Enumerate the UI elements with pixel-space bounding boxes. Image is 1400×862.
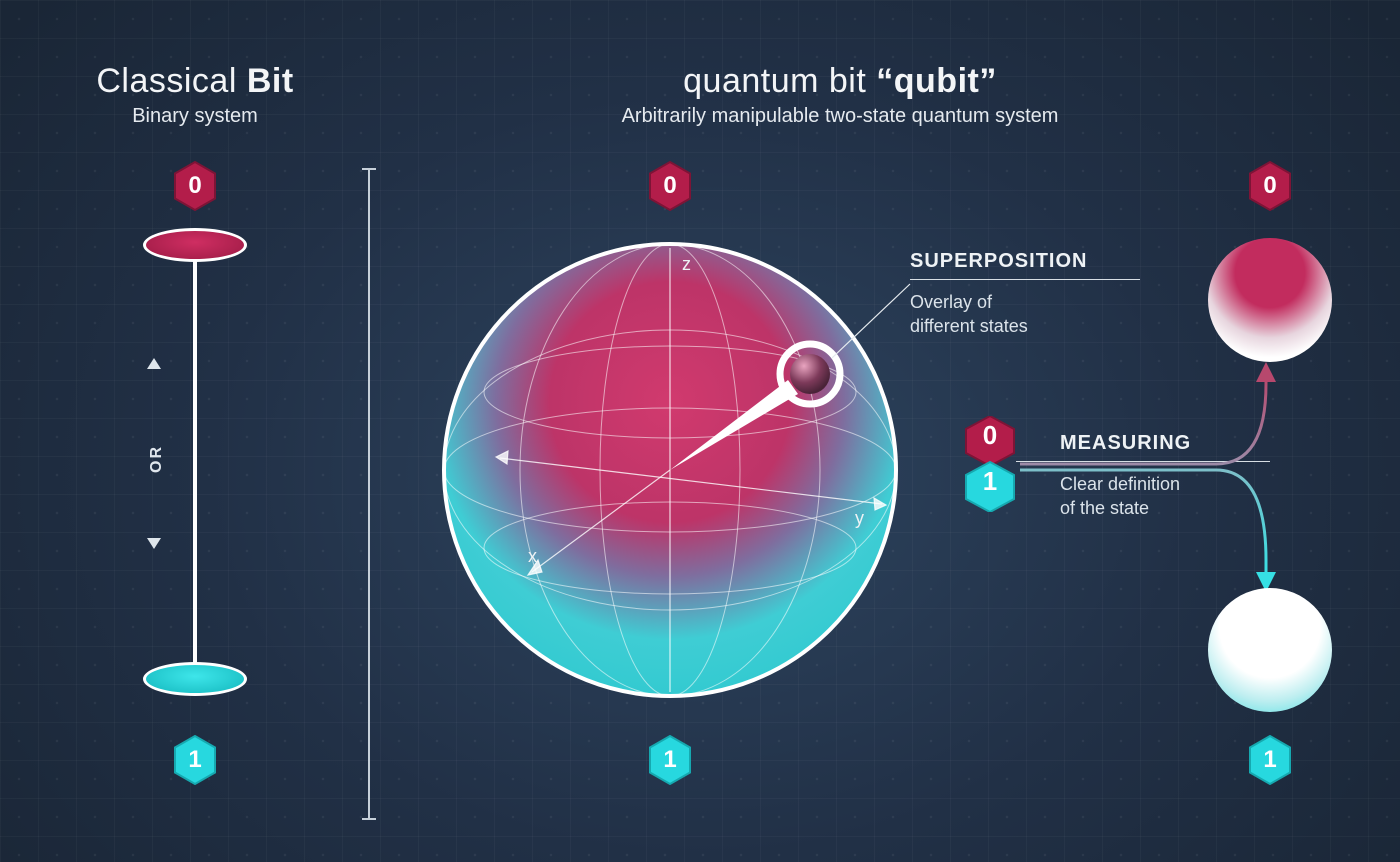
or-label: OR [148, 445, 166, 473]
hex-label: 1 [1263, 746, 1276, 774]
measuring-badge-one: 1 [964, 466, 1016, 497]
hex-label: 0 [188, 172, 201, 200]
axis-y-label: y [855, 508, 864, 529]
classical-subtitle: Binary system [75, 105, 315, 128]
bloch-sphere [442, 242, 898, 698]
arrow-down-icon [147, 538, 161, 549]
result-sphere-zero [1208, 238, 1332, 362]
hex-classical-zero: 0 [173, 161, 217, 211]
classical-top-disc [143, 228, 247, 262]
hex-quantum-one: 1 [648, 735, 692, 785]
superposition-heading: SUPERPOSITION [910, 250, 1140, 273]
hex-result-zero: 0 [1248, 161, 1292, 211]
hex-label: 1 [663, 746, 676, 774]
quantum-title-block: quantum bit “qubit” Arbitrarily manipula… [540, 62, 1140, 128]
hex-label: 0 [1263, 172, 1276, 200]
classical-title-prefix: Classical [96, 62, 246, 100]
measuring-badge-zero: 0 [964, 420, 1016, 451]
axis-x-label: x [528, 546, 537, 567]
classical-title: Classical Bit [75, 62, 315, 101]
superposition-line1: Overlay of [910, 292, 992, 312]
axis-z-label: z [682, 254, 691, 275]
hex-label: 1 [188, 746, 201, 774]
superposition-underline [910, 279, 1140, 280]
hex-label: 0 [663, 172, 676, 200]
hex-result-one: 1 [1248, 735, 1292, 785]
hex-classical-one: 1 [173, 735, 217, 785]
diagram-stage: Classical Bit Binary system quantum bit … [0, 0, 1400, 862]
classical-title-bold: Bit [247, 62, 294, 100]
result-sphere-one [1208, 588, 1332, 712]
section-divider [368, 168, 370, 820]
quantum-title: quantum bit “qubit” [540, 62, 1140, 101]
quantum-title-prefix: quantum bit [683, 62, 876, 100]
quantum-title-bold: “qubit” [876, 62, 997, 100]
superposition-leader-line [832, 282, 922, 362]
classical-bottom-disc [143, 662, 247, 696]
superposition-line2: different states [910, 316, 1028, 336]
arrow-up-icon [147, 358, 161, 369]
hex-quantum-zero: 0 [648, 161, 692, 211]
classical-rod [193, 245, 197, 679]
classical-title-block: Classical Bit Binary system [75, 62, 315, 128]
measuring-badge: 0 1 [964, 416, 1016, 512]
quantum-subtitle: Arbitrarily manipulable two-state quantu… [540, 105, 1140, 128]
